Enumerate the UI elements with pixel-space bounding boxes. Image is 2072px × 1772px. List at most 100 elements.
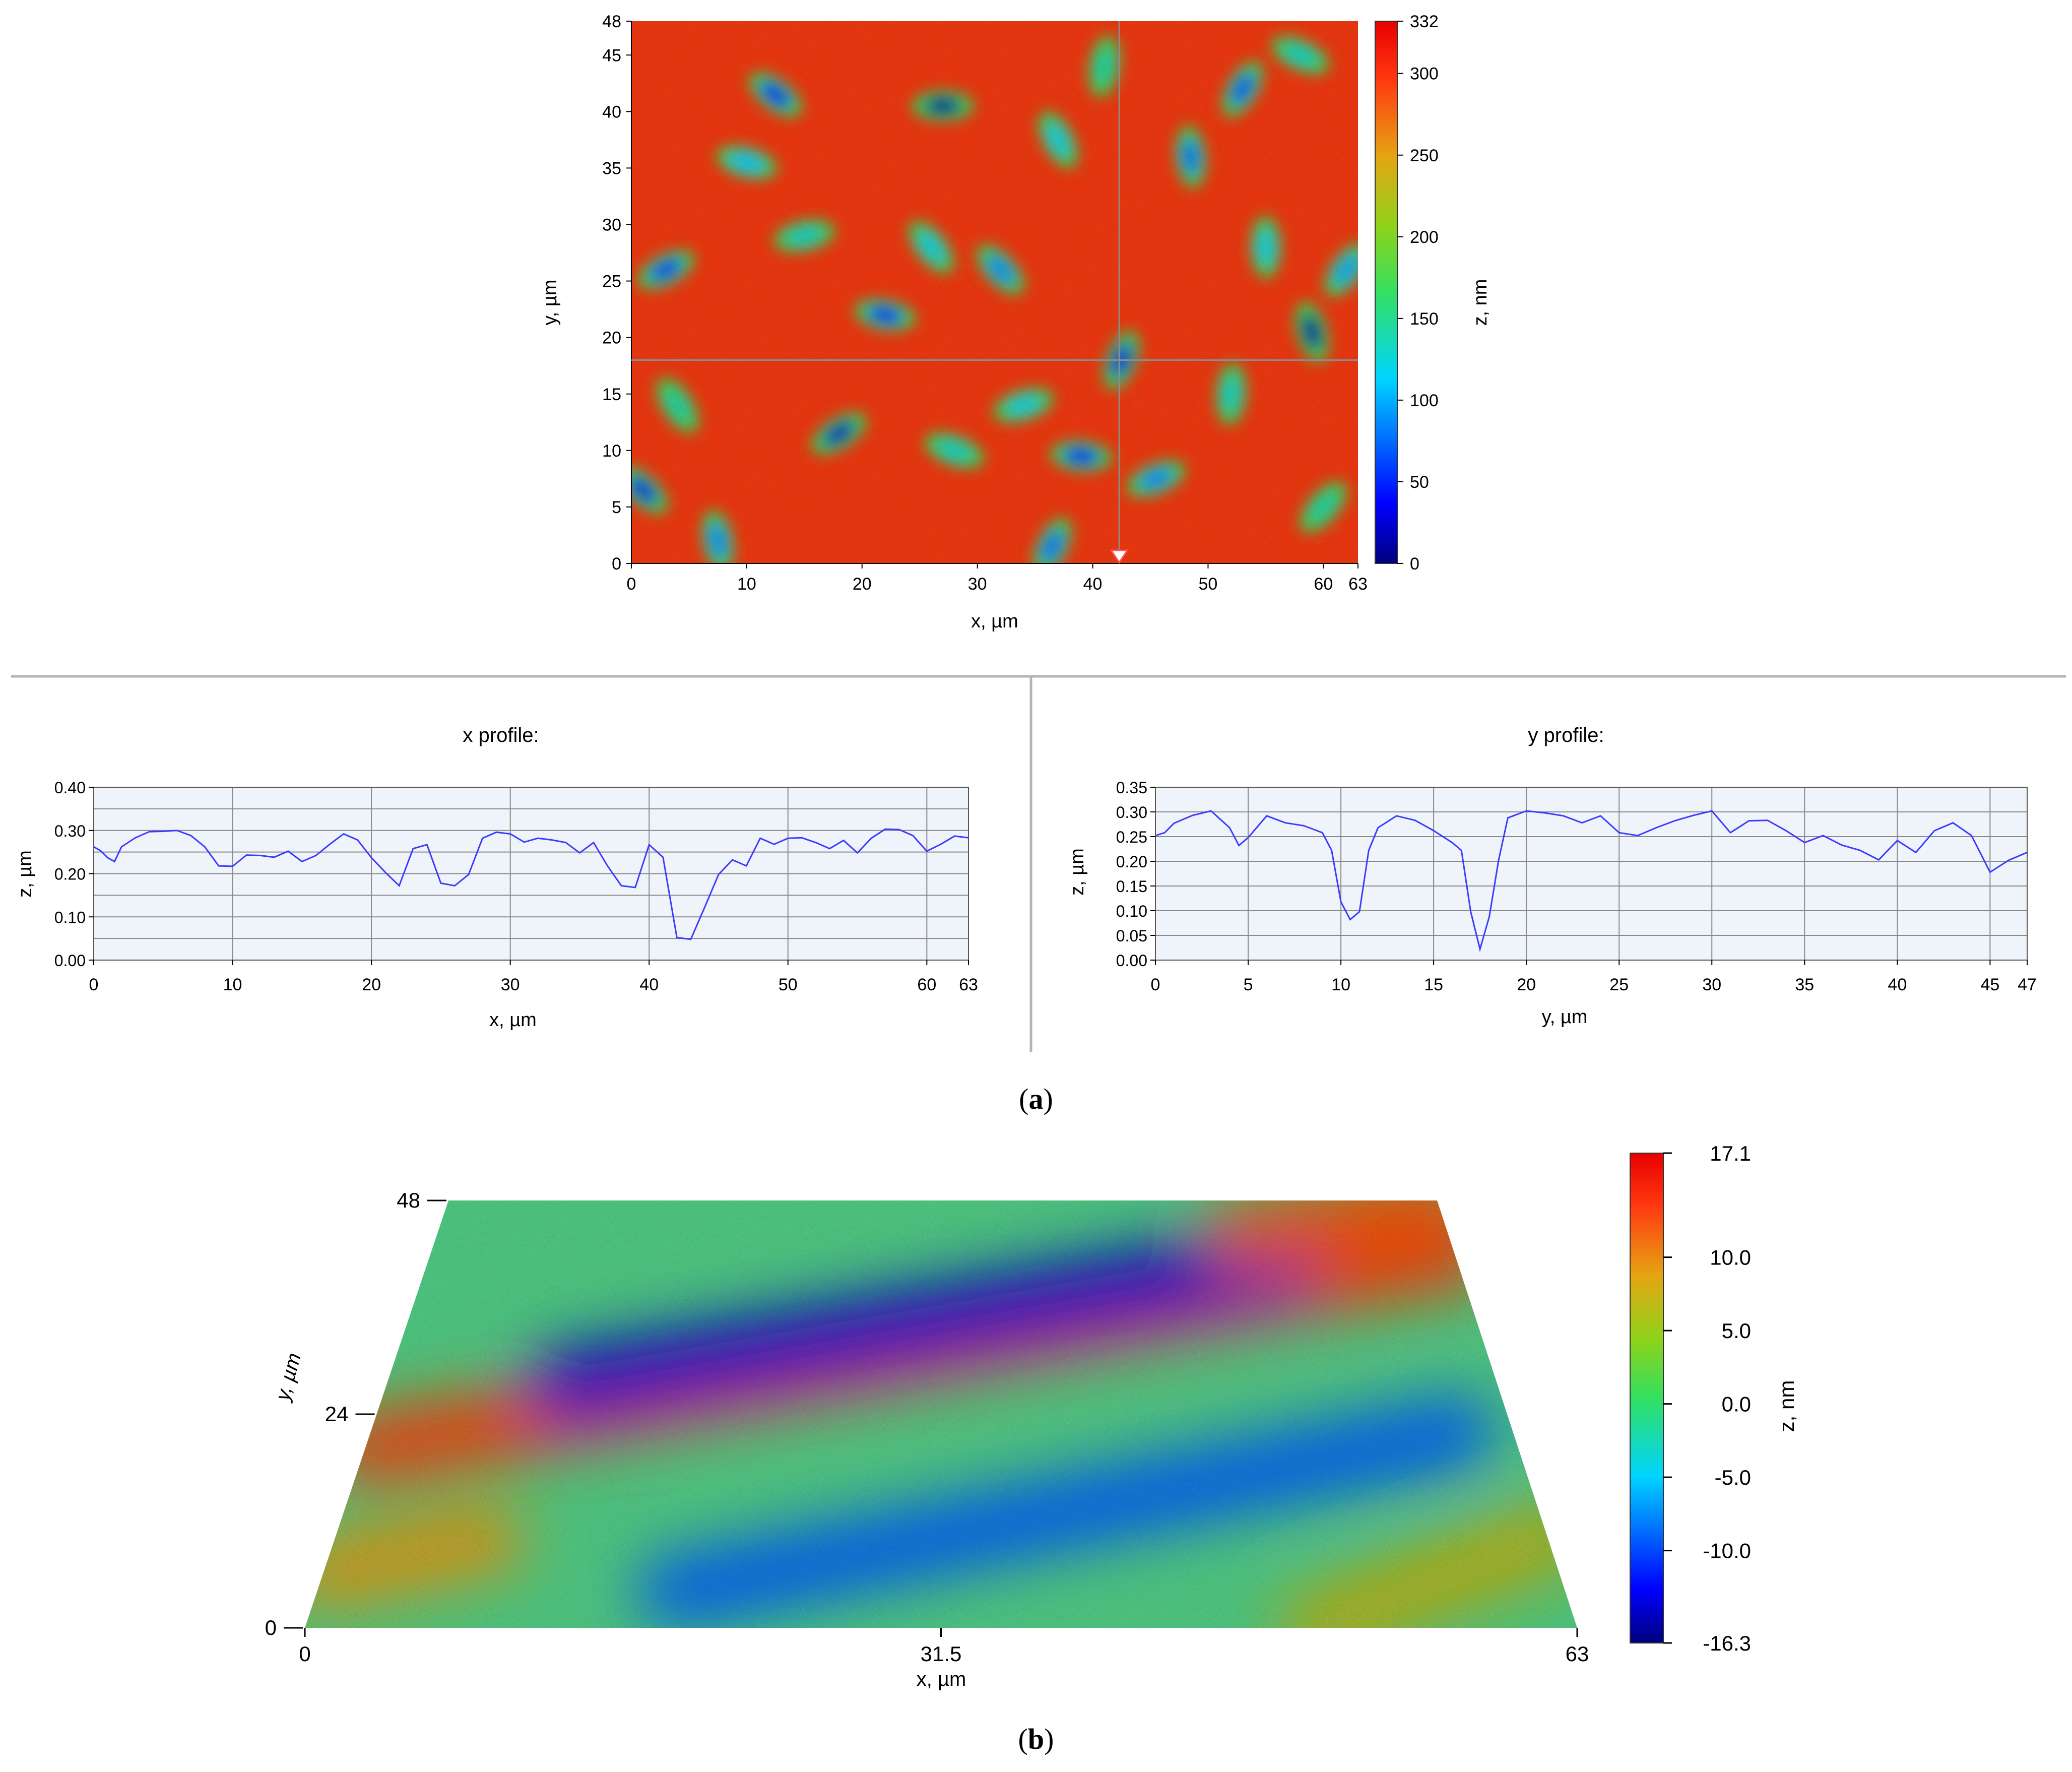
- surface-colorbar-tick-label: 5.0: [1722, 1319, 1751, 1343]
- y-profile-y-tick-label: 0.35: [1116, 779, 1147, 797]
- map-y-tick-label: 45: [602, 46, 621, 65]
- x-profile-y-axis-label: z, µm: [15, 850, 36, 898]
- map-y-tick-label: 10: [602, 441, 621, 461]
- surface-colorbar-label: z, nm: [1775, 1380, 1798, 1432]
- x-profile-x-tick-label: 50: [779, 975, 798, 994]
- map-y-tick-label: 25: [602, 272, 621, 291]
- x-profile-title: x profile:: [463, 724, 539, 746]
- caption-b-letter: b: [1028, 1723, 1044, 1755]
- surface-colorbar-ticks: -16.3 -10.0 -5.0 0.0 5.0 10.0 17.1: [1663, 1142, 1751, 1655]
- y-profile-title: y profile:: [1528, 724, 1604, 746]
- surface-x-tick-label: 63: [1566, 1642, 1589, 1666]
- map-colorbar-label: z, nm: [1470, 279, 1491, 326]
- y-profile-y-tick-label: 0.30: [1116, 803, 1147, 821]
- surface-y-tick-label: 0: [265, 1616, 277, 1639]
- y-profile-x-axis-label: y, µm: [1542, 1006, 1588, 1028]
- topography-map-axes: 0 10 20 30 40 50 60 63 0 5 10 15 20 25 30 35 40 45 48: [602, 12, 1368, 594]
- map-x-tick-label: 30: [968, 575, 987, 594]
- y-profile-x-tick-label: 0: [1151, 975, 1160, 994]
- y-profile-plot-area: [1155, 787, 2027, 960]
- map-x-tick-label: 50: [1199, 575, 1218, 594]
- x-profile-y-tick-label: 0.00: [54, 952, 86, 970]
- map-colorbar-tick-label: 332: [1410, 12, 1439, 31]
- y-profile-x-tick-label: 45: [1980, 975, 1999, 994]
- y-profile-chart: y profile: 0 5 10 15 20 25 30 35 40 45 470.000.050…: [1067, 724, 2037, 1028]
- x-profile-y-tick-label: 0.30: [54, 822, 86, 840]
- y-profile-x-tick-label: 10: [1331, 975, 1350, 994]
- surface-texture: [305, 1200, 1577, 1628]
- map-colorbar-tick-label: 250: [1410, 146, 1439, 165]
- map-x-tick-label: 10: [737, 575, 756, 594]
- x-profile-x-tick-label: 0: [89, 975, 99, 994]
- x-profile-x-tick-label: 20: [362, 975, 381, 994]
- y-profile-x-tick-label: 40: [1888, 975, 1907, 994]
- surface-colorbar-tick-label: -16.3: [1703, 1631, 1751, 1655]
- surface-y-tick-label: 24: [325, 1402, 349, 1426]
- surface-colorbar-tick-label: 10.0: [1710, 1246, 1751, 1270]
- x-profile-x-tick-label: 63: [959, 975, 978, 994]
- x-profile-ticks: 0 10 20 30 40 50 60 63 0.00 0.10 0.20 0.30 0.40: [54, 779, 978, 994]
- surface-y-tick-label: 48: [397, 1188, 420, 1212]
- y-profile-x-tick-label: 15: [1424, 975, 1443, 994]
- map-colorbar-tick-label: 150: [1410, 309, 1439, 329]
- x-profile-x-tick-label: 10: [223, 975, 242, 994]
- map-colorbar-tick-label: 300: [1410, 65, 1439, 84]
- y-profile-y-tick-label: 0.20: [1116, 853, 1147, 871]
- map-y-tick-label: 48: [602, 12, 621, 31]
- y-profile-ticks: 0 5 10 15 20 25 30 35 40 45 47 0.00 0.05 0.10 0.15 0.20…: [1116, 779, 2037, 994]
- map-y-axis-label: y, µm: [540, 280, 561, 326]
- map-texture: [631, 21, 1358, 563]
- map-y-tick-label: 20: [602, 329, 621, 348]
- surface-x-tick-label: 0: [299, 1642, 310, 1666]
- x-profile-x-axis-label: x, µm: [489, 1009, 537, 1031]
- y-profile-x-tick-label: 20: [1517, 975, 1536, 994]
- caption-a-letter: a: [1029, 1083, 1044, 1115]
- y-profile-x-tick-label: 47: [2018, 975, 2037, 994]
- y-profile-x-tick-label: 25: [1609, 975, 1629, 994]
- map-x-tick-label: 60: [1314, 575, 1333, 594]
- x-profile-y-tick-label: 0.20: [54, 865, 86, 883]
- y-profile-y-tick-label: 0.05: [1116, 927, 1147, 945]
- map-y-tick-label: 5: [612, 498, 621, 517]
- map-x-tick-label: 0: [627, 575, 636, 594]
- map-cursor-marker: [1110, 549, 1129, 564]
- caption-b: (b): [1018, 1723, 1054, 1755]
- surface-3d-ticks: 0 31.5 63 0 24 48: [265, 1188, 1589, 1666]
- topography-map-panel: 0 10 20 30 40 50 60 63 0 5 10 15 20 25 30 35 40 45 48 x, µ…: [540, 12, 1491, 632]
- y-profile-y-tick-label: 0.00: [1116, 952, 1147, 970]
- y-profile-frame: [1155, 787, 2028, 961]
- y-profile-y-tick-label: 0.25: [1116, 828, 1147, 846]
- map-x-tick-label: 20: [853, 575, 872, 594]
- y-profile-x-tick-label: 30: [1702, 975, 1721, 994]
- x-profile-chart: x profile: 0 10 20 30 40 50 60 63 0.00 0.10 0.20 0.…: [15, 724, 978, 1031]
- map-x-tick-label: 40: [1083, 575, 1103, 594]
- surface-x-tick-label: 31.5: [921, 1642, 962, 1666]
- surface-x-axis-label: x, µm: [917, 1668, 966, 1690]
- surface-colorbar: [1630, 1153, 1664, 1643]
- x-profile-x-tick-label: 40: [639, 975, 659, 994]
- x-profile-y-tick-label: 0.10: [54, 908, 86, 926]
- y-profile-y-tick-label: 0.15: [1116, 877, 1147, 896]
- y-profile-x-tick-label: 5: [1244, 975, 1253, 994]
- map-x-tick-label: 63: [1348, 575, 1368, 594]
- x-profile-x-tick-label: 60: [917, 975, 936, 994]
- map-colorbar-tick-label: 200: [1410, 228, 1439, 247]
- y-profile-y-tick-label: 0.10: [1116, 902, 1147, 920]
- surface-colorbar-tick-label: -5.0: [1715, 1466, 1751, 1489]
- surface-colorbar-tick-label: -10.0: [1703, 1539, 1751, 1563]
- x-profile-x-tick-label: 30: [501, 975, 520, 994]
- x-profile-y-tick-label: 0.40: [54, 779, 86, 797]
- map-colorbar-tick-label: 0: [1410, 554, 1419, 574]
- surface-3d-panel: 0 31.5 63 0 24 48 x, µm y, µm -16.3 -10.0 -5.0 0…: [265, 1142, 1798, 1690]
- x-profile-series-line: [93, 828, 969, 940]
- map-x-axis-label: x, µm: [971, 611, 1018, 632]
- map-colorbar-tick-label: 100: [1410, 391, 1439, 410]
- map-y-tick-label: 40: [602, 102, 621, 121]
- map-y-tick-label: 30: [602, 216, 621, 235]
- map-colorbar-ticks: 0 50 100 150 200 250 300 332: [1397, 12, 1439, 574]
- map-colorbar-tick-label: 50: [1410, 473, 1429, 492]
- map-colorbar: [1375, 21, 1398, 564]
- map-y-tick-label: 15: [602, 385, 621, 404]
- map-y-tick-label: 0: [612, 554, 621, 574]
